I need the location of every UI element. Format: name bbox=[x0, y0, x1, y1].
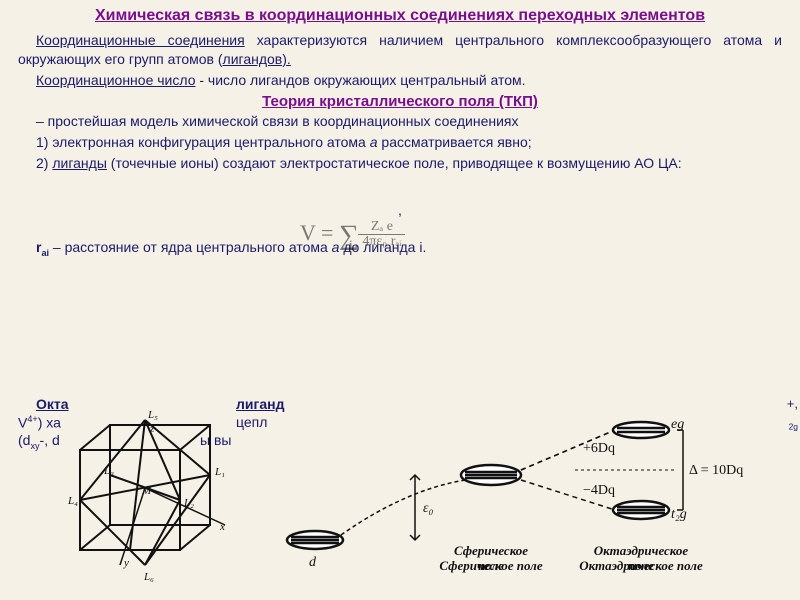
term-coord-compounds: Координационные соединения bbox=[36, 32, 245, 48]
svg-text:L₁: L₁ bbox=[214, 466, 225, 478]
bullet-2: 2) лиганды (точечные ионы) создают элект… bbox=[18, 154, 782, 173]
svg-text:y: y bbox=[123, 557, 129, 569]
svg-text:Сферическое: Сферическое bbox=[454, 543, 528, 558]
svg-text:ε₀: ε₀ bbox=[423, 501, 434, 516]
diagram-energy-splitting: d ε₀ eg t₂g +6Dq −4Dq Δ = 10Dq Сферическ… bbox=[275, 410, 745, 590]
svg-text:eg: eg bbox=[671, 417, 684, 432]
paragraph-coord-number: Координационное число - число лигандов о… bbox=[18, 71, 782, 90]
paragraph-complexes: Координационные соединения характеризуют… bbox=[18, 31, 782, 69]
svg-text:L₂: L₂ bbox=[183, 497, 194, 509]
svg-text:d: d bbox=[309, 555, 317, 570]
term-ligands: лигандов). bbox=[223, 51, 291, 67]
edge-fragment-2: 2g bbox=[789, 414, 798, 432]
svg-text:Δ = 10Dq: Δ = 10Dq bbox=[689, 463, 743, 478]
svg-text:поле: поле bbox=[478, 558, 504, 573]
svg-text:L₆: L₆ bbox=[143, 571, 154, 583]
term-ligands-2: лиганды bbox=[52, 155, 107, 171]
lone-comma: , bbox=[18, 201, 782, 220]
bullet-1: 1) электронная конфигурация центрального… bbox=[18, 133, 782, 152]
svg-text:L₃: L₃ bbox=[103, 465, 114, 477]
main-title: Химическая связь в координационных соеди… bbox=[18, 6, 782, 27]
covered-v4: V4+) ха bbox=[18, 414, 61, 431]
subheading-tkp: Теория кристаллического поля (ТКП) bbox=[18, 93, 782, 110]
svg-text:t₂g: t₂g bbox=[671, 507, 687, 522]
svg-text:−4Dq: −4Dq bbox=[583, 483, 615, 498]
svg-text:z: z bbox=[149, 423, 155, 435]
svg-text:поле: поле bbox=[628, 558, 654, 573]
term-coord-number: Координационное число bbox=[36, 72, 195, 88]
edge-fragment-1: +, bbox=[787, 396, 798, 411]
bullet-model: – простейшая модель химической связи в к… bbox=[18, 112, 782, 131]
rai-line: rai – расстояние от ядра центрального ат… bbox=[18, 238, 782, 259]
covered-dxy: (dxy-, d bbox=[18, 432, 60, 451]
svg-text:L₄: L₄ bbox=[67, 495, 78, 507]
svg-text:Октаэдрическое: Октаэдрическое bbox=[594, 543, 689, 558]
svg-text:+6Dq: +6Dq bbox=[583, 441, 615, 456]
svg-text:L₅: L₅ bbox=[147, 410, 158, 421]
diagram-octahedron-cube: M L₅ L₁ L₂ L₄ L₃ L₆ x y z bbox=[60, 410, 235, 585]
